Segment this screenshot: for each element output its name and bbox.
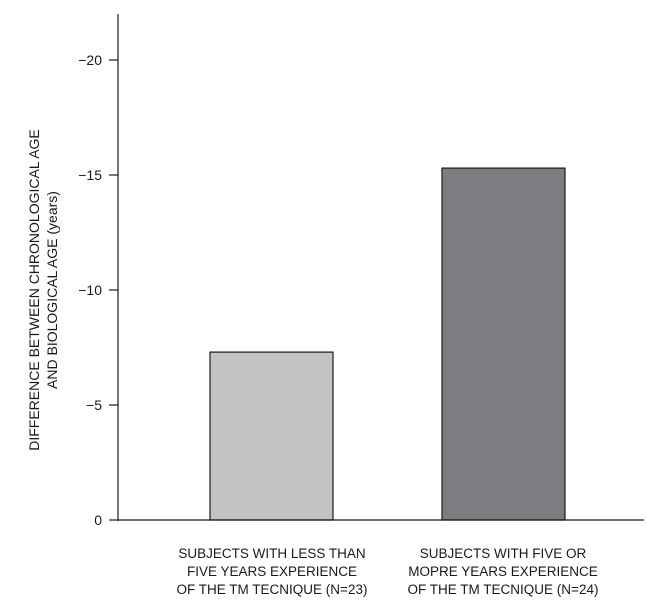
category-label-1: SUBJECTS WITH LESS THAN FIVE YEARS EXPER…	[157, 545, 387, 599]
bar-2	[441, 167, 566, 521]
bars	[209, 167, 566, 521]
category-label-1-line-1: SUBJECTS WITH LESS THAN	[178, 546, 366, 561]
category-label-2: SUBJECTS WITH FIVE OR MOPRE YEARS EXPERI…	[388, 545, 618, 599]
y-axis-ticks: 0 −5 −10 −15 −20	[78, 52, 118, 528]
y-tick-label: −20	[78, 52, 102, 68]
y-tick-label: −5	[86, 397, 102, 413]
y-tick-label: −10	[78, 282, 102, 298]
category-label-2-line-3: OF THE TM TECNIQUE (N=24)	[407, 582, 599, 597]
y-axis-label-line-1: DIFFERENCE BETWEEN CHRONOLOGICAL AGE	[26, 129, 42, 451]
y-axis-label-line-2: AND BIOLOGICAL AGE (years)	[44, 191, 60, 389]
y-tick-label: −15	[78, 167, 102, 183]
y-tick-label: 0	[94, 512, 102, 528]
bar-1	[209, 351, 334, 521]
category-label-1-line-2: FIVE YEARS EXPERIENCE	[186, 564, 358, 579]
category-label-1-line-3: OF THE TM TECNIQUE (N=23)	[176, 582, 368, 597]
y-axis-label: DIFFERENCE BETWEEN CHRONOLOGICAL AGE AND…	[26, 129, 60, 451]
category-label-2-line-1: SUBJECTS WITH FIVE OR	[419, 546, 587, 561]
category-label-2-line-2: MOPRE YEARS EXPERIENCE	[408, 564, 598, 579]
